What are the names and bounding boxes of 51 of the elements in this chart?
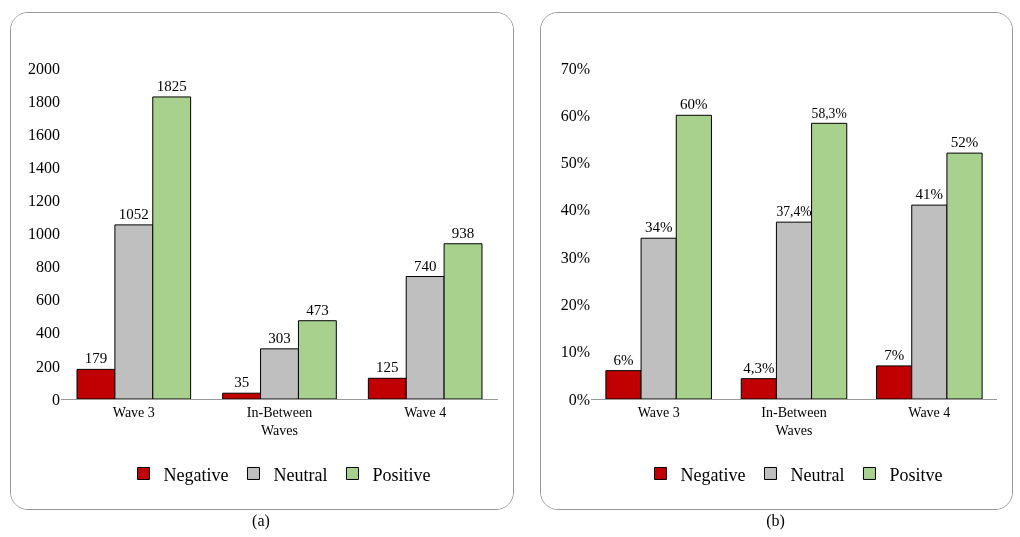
data-label: 1052	[118, 205, 149, 222]
y-tick-label: 1400	[28, 158, 60, 176]
y-tick-label: 70%	[560, 59, 590, 77]
data-label: 37,4%	[776, 204, 812, 220]
x-tick-label: In-Between Waves	[246, 404, 313, 438]
y-tick-label: 60%	[560, 106, 590, 124]
data-label: 1825	[156, 77, 187, 94]
x-tick-label: Wave 4	[908, 404, 951, 420]
y-tick-label: 40%	[560, 201, 590, 219]
y-tick-label: 10%	[560, 343, 590, 361]
x-tick-label: Wave 3	[112, 404, 155, 420]
y-tick-label: 800	[36, 258, 60, 276]
x-tick-label: Wave 3	[637, 404, 680, 420]
y-tick-label: 50%	[560, 154, 590, 172]
y-tick-label: 20%	[560, 296, 590, 314]
data-label: 4,3%	[743, 359, 775, 376]
x-tick-label: Wave 4	[404, 404, 447, 420]
legend-label: Neutral	[790, 464, 845, 485]
y-tick-label: 0%	[568, 390, 590, 408]
data-label: 7%	[884, 346, 905, 363]
data-label: 740	[413, 257, 437, 274]
data-label: 303	[268, 329, 291, 346]
data-label: 125	[376, 359, 399, 376]
data-label: 473	[306, 301, 329, 318]
y-tick-label: 200	[36, 357, 60, 375]
y-tick-label: 2000	[28, 59, 60, 77]
legend-label: Positive	[372, 464, 431, 485]
legend-label: Negative	[680, 464, 746, 485]
y-tick-label: 600	[36, 291, 60, 309]
y-tick-label: 1800	[28, 92, 60, 110]
y-tick-label: 1600	[28, 125, 60, 143]
x-tick-label: In-Between Waves	[761, 404, 827, 438]
y-tick-label: 0	[52, 390, 60, 408]
data-label: 35	[234, 374, 250, 391]
y-tick-label: 400	[36, 324, 60, 342]
data-label: 58,3%	[811, 105, 847, 121]
y-tick-label: 1000	[28, 225, 60, 243]
data-label: 34%	[644, 219, 673, 236]
data-label: 6%	[613, 351, 634, 368]
legend-label: Negative	[163, 464, 229, 485]
y-tick-label: 30%	[560, 248, 590, 266]
y-tick-label: 1200	[28, 192, 60, 209]
legend-label: Neutral	[273, 464, 328, 485]
data-label: 60%	[680, 96, 708, 113]
data-label: 41%	[915, 186, 944, 203]
text: (a)	[251, 512, 271, 530]
data-label: 179	[84, 350, 108, 367]
text: (b)	[765, 512, 786, 530]
legend-label: Positve	[889, 464, 943, 485]
data-label: 52%	[950, 134, 979, 151]
data-label: 938	[451, 224, 475, 241]
